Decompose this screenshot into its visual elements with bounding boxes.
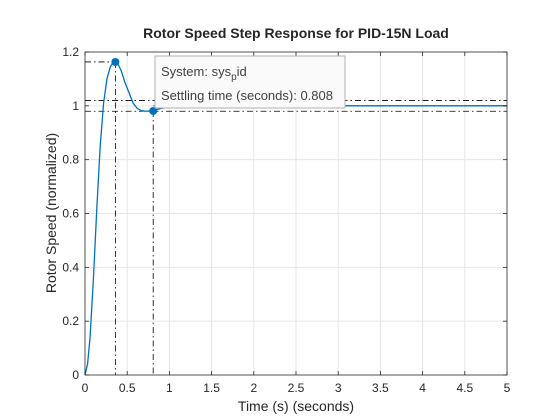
x-tick-label: 0 (82, 381, 89, 395)
data-tip-system: System: syspid (161, 64, 247, 83)
y-tick-label: 0 (72, 368, 79, 382)
y-tick-label: 0.4 (62, 260, 79, 274)
x-tick-label: 1 (166, 381, 173, 395)
x-tick-label: 2.5 (288, 381, 305, 395)
y-tick-label: 1 (72, 99, 79, 113)
markers (111, 57, 158, 115)
y-tick-label: 1.2 (62, 45, 79, 59)
y-tick-label: 0.2 (62, 314, 79, 328)
chart-title: Rotor Speed Step Response for PID-15N Lo… (143, 25, 449, 41)
peak-marker (111, 57, 120, 66)
y-tick-label: 0.8 (62, 153, 79, 167)
data-tip[interactable]: System: syspid Settling time (seconds): … (154, 55, 346, 109)
x-tick-label: 5 (504, 381, 511, 395)
x-tick-label: 3 (335, 381, 342, 395)
y-axis-label: Rotor Speed (normalized) (43, 133, 59, 293)
x-tick-label: 0.5 (119, 381, 136, 395)
data-tip-settling: Settling time (seconds): 0.808 (161, 88, 333, 103)
x-tick-label: 1.5 (203, 381, 220, 395)
y-tick-label: 0.6 (62, 207, 79, 221)
x-tick-label: 4 (419, 381, 426, 395)
x-tick-label: 3.5 (372, 381, 389, 395)
data-tip-box (154, 55, 346, 109)
x-tick-label: 4.5 (456, 381, 473, 395)
ticks: 0 0.5 1 1.5 2 2.5 3 3.5 4 4.5 5 0 0.2 0.4 0.6 0.8 1 1.2 (62, 45, 510, 395)
x-tick-label: 2 (250, 381, 257, 395)
x-axis-label: Time (s) (seconds) (238, 398, 354, 414)
settling-marker (149, 106, 158, 115)
